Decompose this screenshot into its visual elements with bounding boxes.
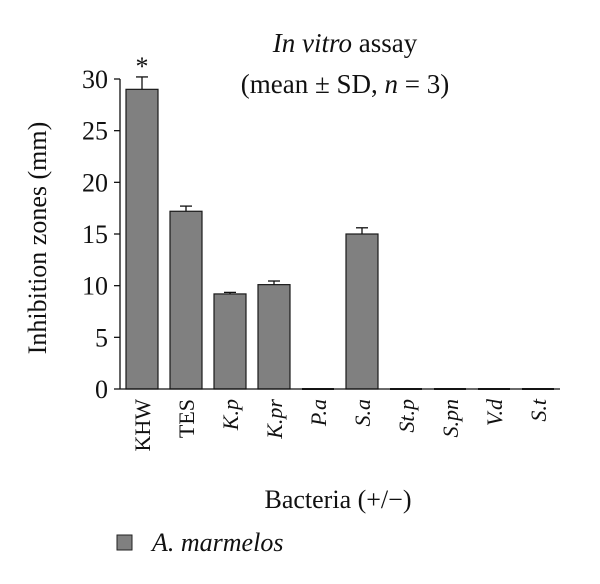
- y-axis-label: Inhibition zones (mm): [23, 122, 52, 355]
- x-tick-label: P.a: [306, 399, 331, 427]
- significance-marker: *: [136, 52, 149, 81]
- legend-label: A. marmelos: [150, 528, 283, 557]
- bars-group: [125, 76, 554, 390]
- y-tick-label: 10: [82, 272, 108, 301]
- bar-kp: [213, 293, 247, 390]
- y-tick-label: 20: [82, 168, 108, 197]
- chart-title-rest: assay: [352, 28, 418, 58]
- bar-sa: [345, 233, 379, 390]
- bar-khw: [125, 88, 159, 390]
- x-tick-label: S.t: [526, 398, 551, 422]
- x-tick-label: S.a: [350, 399, 375, 427]
- chart-title-line2: (mean ± SD, n = 3): [241, 69, 450, 99]
- x-tick-label: K.p: [218, 399, 243, 431]
- chart-title-n: n: [385, 69, 399, 99]
- chart-title-post: = 3): [398, 69, 449, 99]
- y-tick-label: 30: [82, 65, 108, 94]
- chart-title-italic: In vitro: [272, 28, 352, 58]
- x-axis-label: Bacteria (+/−): [265, 485, 412, 514]
- y-tick-label: 15: [82, 220, 108, 249]
- chart-title-line1: In vitro assay: [272, 28, 418, 58]
- chart-title-pre: (mean ± SD,: [241, 69, 385, 99]
- legend: A. marmelos: [116, 528, 283, 557]
- bar-tes: [169, 210, 203, 390]
- y-tick-label: 25: [82, 117, 108, 146]
- x-axis: KHW TES K.p K.pr P.a S.a St.p S.pn V.d S.t: [120, 388, 560, 452]
- legend-swatch: [116, 534, 133, 551]
- x-tick-label: S.pn: [438, 399, 463, 438]
- bar-kpr: [257, 284, 291, 390]
- x-tick-label: KHW: [130, 399, 155, 452]
- x-tick-label: K.pr: [262, 399, 287, 440]
- y-tick-label: 0: [95, 375, 108, 404]
- x-tick-label: TES: [174, 399, 199, 438]
- y-tick-label: 5: [95, 323, 108, 352]
- annotations-group: *: [136, 52, 149, 81]
- x-tick-label: V.d: [482, 398, 507, 426]
- y-axis: 0 5 10 15 20 25 30: [82, 65, 121, 404]
- x-tick-label: St.p: [394, 399, 419, 433]
